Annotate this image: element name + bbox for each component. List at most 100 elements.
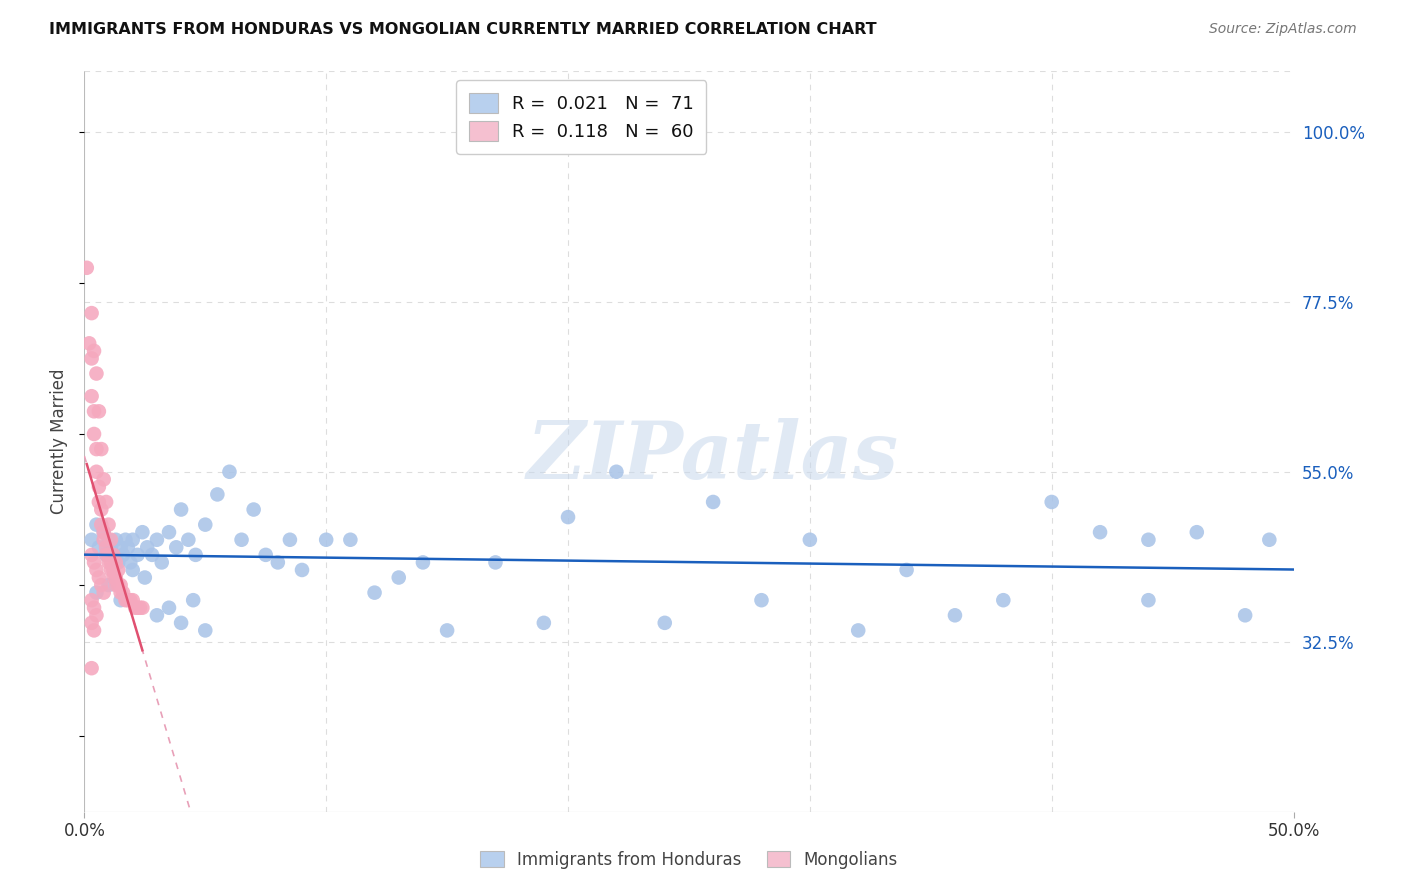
Point [114, 593, 136, 607]
Text: Source: ZipAtlas.com: Source: ZipAtlas.com [1209, 22, 1357, 37]
Point [291, 563, 314, 577]
Point [121, 563, 143, 577]
Point [97, 548, 120, 562]
Point [87, 541, 110, 555]
Point [93, 472, 115, 486]
Point [121, 593, 143, 607]
Point [1040, 495, 1063, 509]
Point [90, 442, 112, 456]
Point [136, 541, 159, 555]
Point [110, 593, 132, 607]
Point [94, 548, 117, 562]
Point [177, 533, 200, 547]
Point [127, 600, 149, 615]
Point [1185, 525, 1208, 540]
Point [86, 563, 108, 577]
Point [751, 593, 773, 607]
Point [110, 585, 132, 599]
Point [278, 533, 301, 547]
Point [80, 389, 103, 403]
Point [83, 556, 105, 570]
Point [87, 495, 110, 509]
Point [90, 502, 112, 516]
Point [87, 404, 110, 418]
Point [702, 495, 724, 509]
Point [157, 525, 180, 540]
Point [110, 578, 132, 592]
Point [943, 608, 966, 623]
Point [94, 541, 117, 555]
Point [254, 548, 277, 562]
Point [388, 570, 411, 584]
Point [86, 465, 108, 479]
Point [94, 495, 117, 509]
Point [97, 556, 120, 570]
Point [83, 404, 105, 418]
Point [484, 556, 506, 570]
Point [97, 533, 120, 547]
Point [104, 578, 127, 592]
Point [103, 563, 125, 577]
Point [121, 533, 143, 547]
Point [80, 593, 103, 607]
Point [103, 548, 125, 562]
Point [80, 548, 103, 562]
Point [80, 306, 103, 320]
Point [90, 578, 112, 592]
Point [86, 585, 108, 599]
Point [184, 548, 207, 562]
Point [131, 600, 153, 615]
Point [110, 541, 132, 555]
Point [93, 533, 115, 547]
Point [127, 548, 149, 562]
Point [146, 608, 169, 623]
Text: IMMIGRANTS FROM HONDURAS VS MONGOLIAN CURRENTLY MARRIED CORRELATION CHART: IMMIGRANTS FROM HONDURAS VS MONGOLIAN CU… [49, 22, 877, 37]
Point [150, 556, 173, 570]
Point [114, 533, 136, 547]
Point [120, 556, 142, 570]
Point [104, 556, 127, 570]
Point [80, 351, 103, 366]
Point [436, 624, 458, 638]
Point [80, 533, 103, 547]
Point [654, 615, 676, 630]
Point [134, 570, 156, 584]
Point [80, 615, 103, 630]
Legend: Immigrants from Honduras, Mongolians: Immigrants from Honduras, Mongolians [472, 843, 905, 878]
Point [93, 525, 115, 540]
Point [146, 533, 169, 547]
Point [104, 570, 127, 584]
Point [112, 585, 135, 599]
Point [1234, 608, 1257, 623]
Point [157, 600, 180, 615]
Point [100, 541, 122, 555]
Point [315, 533, 337, 547]
Point [83, 624, 105, 638]
Point [242, 502, 264, 516]
Point [799, 533, 821, 547]
Point [87, 480, 110, 494]
Point [896, 563, 918, 577]
Point [103, 570, 125, 584]
Point [339, 533, 361, 547]
Point [1088, 525, 1111, 540]
Point [94, 548, 117, 562]
Point [412, 556, 434, 570]
Point [170, 615, 193, 630]
Point [1137, 593, 1160, 607]
Point [100, 563, 122, 577]
Point [83, 343, 105, 358]
Point [218, 465, 240, 479]
Point [90, 517, 112, 532]
Point [141, 548, 163, 562]
Point [846, 624, 869, 638]
Point [93, 525, 115, 540]
Point [129, 600, 152, 615]
Point [86, 367, 108, 381]
Point [120, 593, 142, 607]
Point [97, 578, 120, 592]
Point [1137, 533, 1160, 547]
Point [107, 578, 129, 592]
Point [83, 600, 105, 615]
Point [605, 465, 627, 479]
